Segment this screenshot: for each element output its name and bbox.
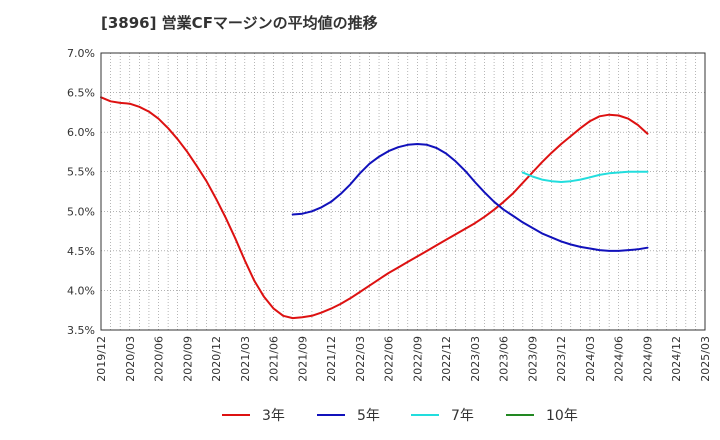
plot-frame bbox=[100, 52, 706, 331]
x-tick-label: 2024/09 bbox=[641, 336, 654, 382]
x-tick-label: 2025/03 bbox=[699, 336, 712, 382]
x-tick-label: 2020/12 bbox=[210, 336, 223, 382]
chart-title: [3896] 営業CFマージンの平均値の推移 bbox=[101, 14, 378, 32]
y-tick-label: 7.0% bbox=[67, 47, 95, 60]
legend-item-3y: 3年 bbox=[222, 406, 285, 424]
series-line-5y bbox=[291, 143, 649, 252]
y-tick-label: 6.5% bbox=[67, 87, 95, 100]
x-tick-label: 2023/09 bbox=[526, 336, 539, 382]
legend-swatch-5y bbox=[317, 414, 345, 416]
legend: 3年 5年 7年 10年 bbox=[0, 400, 720, 430]
x-tick-label: 2022/03 bbox=[354, 336, 367, 382]
x-tick-label: 2023/03 bbox=[469, 336, 482, 382]
legend-label-10y: 10年 bbox=[546, 408, 578, 424]
x-tick-label: 2022/09 bbox=[411, 336, 424, 382]
y-tick-label: 6.0% bbox=[67, 126, 95, 139]
y-tick-label: 4.5% bbox=[67, 245, 95, 258]
x-axis-ticks: 2019/12 2020/03 2020/06 2020/09 2020/12 2021/… bbox=[95, 336, 712, 382]
x-tick-label: 2022/12 bbox=[440, 336, 453, 382]
series-lines bbox=[100, 96, 649, 320]
x-tick-label: 2024/06 bbox=[613, 336, 626, 382]
x-tick-label: 2020/06 bbox=[153, 336, 166, 382]
line-chart: 3.5% 4.0% 4.5% 5.0% 5.5% 6.0% 6.5% 7.0% 2019/12… bbox=[67, 47, 712, 382]
x-tick-label: 2024/03 bbox=[584, 336, 597, 382]
series-line-3y bbox=[100, 96, 649, 320]
x-tick-label: 2020/03 bbox=[124, 336, 137, 382]
x-tick-label: 2024/12 bbox=[670, 336, 683, 382]
y-tick-label: 5.0% bbox=[67, 205, 95, 218]
y-tick-label: 3.5% bbox=[67, 324, 95, 337]
x-tick-label: 2022/06 bbox=[383, 336, 396, 382]
y-tick-label: 4.0% bbox=[67, 284, 95, 297]
legend-label-3y: 3年 bbox=[262, 408, 285, 424]
x-tick-label: 2020/09 bbox=[181, 336, 194, 382]
legend-item-7y: 7年 bbox=[411, 406, 474, 424]
series-line-7y bbox=[521, 170, 649, 183]
y-axis-ticks: 3.5% 4.0% 4.5% 5.0% 5.5% 6.0% 6.5% 7.0% bbox=[67, 47, 95, 337]
x-tick-label: 2021/09 bbox=[296, 336, 309, 382]
x-tick-label: 2019/12 bbox=[95, 336, 108, 382]
legend-item-5y: 5年 bbox=[317, 406, 380, 424]
y-tick-label: 5.5% bbox=[67, 166, 95, 179]
legend-swatch-3y bbox=[222, 414, 250, 416]
legend-swatch-10y bbox=[506, 414, 534, 416]
x-tick-label: 2021/12 bbox=[325, 336, 338, 382]
x-tick-label: 2021/06 bbox=[268, 336, 281, 382]
legend-swatch-7y bbox=[411, 414, 439, 416]
legend-label-5y: 5年 bbox=[357, 408, 380, 424]
x-tick-label: 2021/03 bbox=[239, 336, 252, 382]
legend-label-7y: 7年 bbox=[451, 408, 474, 424]
x-tick-label: 2023/06 bbox=[498, 336, 511, 382]
legend-item-10y: 10年 bbox=[506, 406, 578, 424]
x-tick-label: 2023/12 bbox=[555, 336, 568, 382]
grid bbox=[101, 52, 705, 331]
